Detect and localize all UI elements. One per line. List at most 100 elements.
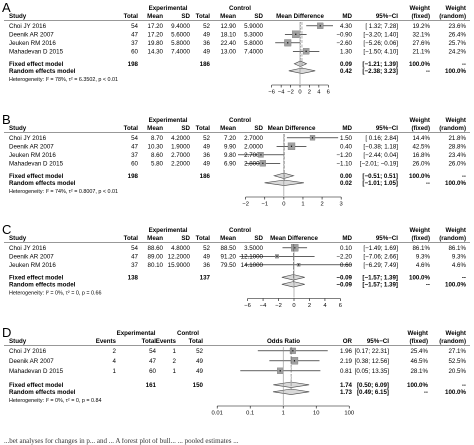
study-value: 88.50 [221,245,237,252]
study-estimate: −2.60 [336,40,352,47]
study-value: 2.2000 [171,161,190,168]
study-value: 2.7000 [244,152,263,159]
study-weight-fixed: 25.4% [410,348,428,355]
study-value: 52 [196,348,203,355]
x-tick-label: −6 [268,90,275,96]
fixed-ci: [−0.51; 0.51] [362,173,398,180]
fixed-weight-fixed: 100.0% [409,173,430,180]
heterogeneity-text: Heterogeneity: I² = 74%, τ² = 0.8007, p … [9,189,118,195]
group-header-control: Control [229,5,251,12]
study-value: 54 [131,23,138,30]
column-header: (random) [439,338,466,345]
random-weight-fixed: -- [426,68,430,75]
fixed-total-exp: 198 [128,173,139,180]
fixed-weight-random: -- [462,275,466,282]
study-estimate: 1.30 [340,49,353,56]
fixed-total-ctrl: 150 [193,382,204,389]
study-ci: [−2.01; −0.19] [360,161,398,168]
x-tick-label: 100 [344,411,354,417]
random-estimate: −0.09 [336,282,352,289]
study-value: 14.1000 [241,262,264,269]
figure-caption: ...bet analyses for changes in p... and … [4,438,239,445]
study-value: 60 [131,161,138,168]
study-value: 54 [131,245,138,252]
column-header: SD [181,235,190,242]
random-diamond [272,388,310,395]
study-estimate: 0.40 [340,144,353,151]
fixed-estimate: −0.09 [336,275,352,282]
study-weight-random: 52.5% [448,358,466,365]
study-estimate: −1.10 [336,161,352,168]
study-weight-fixed: 26.0% [412,161,430,168]
study-point [293,360,296,362]
measure-header: Mean Difference [268,125,316,132]
heterogeneity-text: Heterogeneity: I² = 78%, τ² = 6.3502, p … [9,77,118,83]
x-tick-label: 0 [282,202,285,208]
study-weight-fixed: 9.3% [416,254,431,261]
column-header: Total [196,235,211,242]
column-header-weight: Weight [409,5,430,12]
fixed-total-ctrl: 186 [200,61,211,68]
x-tick-label: −4 [278,90,285,96]
column-header-weight: Weight [445,227,466,234]
study-value: 60 [131,49,138,56]
study-value: 49 [196,368,203,375]
study-value: 52 [203,245,210,252]
random-diamond [288,67,316,74]
column-header: SD [254,125,263,132]
study-estimate: −1.20 [336,152,352,159]
study-value: 4.8000 [171,245,190,252]
study-name: Choi JY 2016 [9,245,47,252]
study-value: 49 [203,32,210,39]
study-name: Jeuken RM 2016 [9,262,56,269]
x-tick-label: 0 [292,303,295,309]
study-name: Mahadevan D 2015 [9,49,64,56]
study-estimate: 1.50 [340,135,353,142]
column-header: Study [9,125,27,132]
study-point [305,50,307,52]
study-value: 80.10 [148,262,164,269]
group-header-control: Control [229,227,251,234]
study-point [290,145,293,147]
study-weight-fixed: 27.6% [412,40,430,47]
column-header: 95%−CI [376,125,398,132]
x-tick-label: −4 [260,303,267,309]
study-value: 89.00 [148,254,164,261]
study-value: 47 [149,358,156,365]
study-point [311,137,314,139]
column-header: (random) [439,13,466,20]
study-value: 49 [203,254,210,261]
study-value: 79.50 [221,262,237,269]
x-tick-label: 6 [339,303,342,309]
random-diamond [264,179,304,186]
study-value: 4.2000 [171,135,190,142]
column-header: Events [156,338,177,345]
study-weight-fixed: 4.6% [416,262,431,269]
column-header: Mean [220,13,236,20]
measure-header: Odds Ratio [267,338,300,345]
study-value: 22.40 [221,40,237,47]
random-model-label: Random effects model [9,180,76,187]
column-header: (random) [439,125,466,132]
study-value: 14.30 [148,49,164,56]
study-value: 91.20 [221,254,237,261]
column-header: Total [196,125,211,132]
column-header: OR [343,338,353,345]
column-header: Events [96,338,117,345]
study-point [262,162,264,164]
column-header-weight: Weight [445,330,466,337]
study-estimate: 1.96 [340,348,353,355]
study-point [294,247,296,249]
study-name: Deenik AR 2007 [9,254,54,261]
fixed-estimate: 0.00 [340,173,353,180]
study-value: 2.7000 [171,152,190,159]
study-value: 49 [203,49,210,56]
study-weight-fixed: 28.1% [410,368,428,375]
study-value: 2 [113,348,117,355]
study-weight-fixed: 19.2% [412,23,430,30]
random-model-label: Random effects model [9,282,76,289]
fixed-ci: [0.50; 6.09] [357,382,389,389]
study-weight-fixed: 21.1% [412,49,430,56]
x-tick-label: −2 [242,202,249,208]
x-tick-label: 1 [301,202,304,208]
